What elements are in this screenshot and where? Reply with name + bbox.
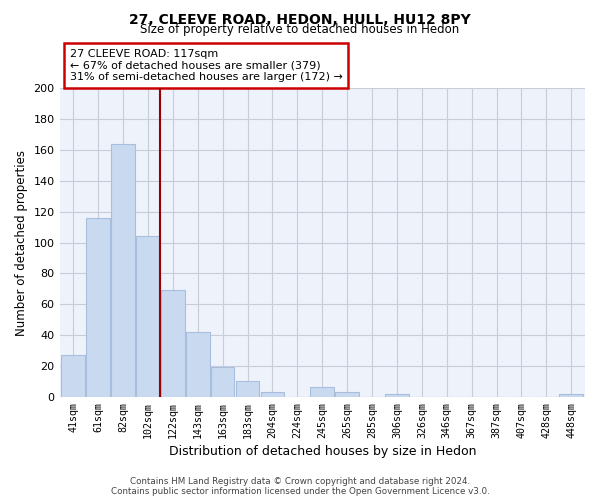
- Y-axis label: Number of detached properties: Number of detached properties: [15, 150, 28, 336]
- Bar: [111, 144, 135, 397]
- Text: 27, CLEEVE ROAD, HEDON, HULL, HU12 8PY: 27, CLEEVE ROAD, HEDON, HULL, HU12 8PY: [129, 12, 471, 26]
- Bar: [61, 355, 85, 397]
- Text: Size of property relative to detached houses in Hedon: Size of property relative to detached ho…: [140, 24, 460, 36]
- Bar: [559, 394, 583, 396]
- Bar: [385, 394, 409, 396]
- Bar: [211, 368, 235, 396]
- Bar: [260, 392, 284, 396]
- Bar: [310, 388, 334, 396]
- Bar: [136, 236, 160, 396]
- X-axis label: Distribution of detached houses by size in Hedon: Distribution of detached houses by size …: [169, 444, 476, 458]
- Bar: [161, 290, 185, 397]
- Text: Contains HM Land Registry data © Crown copyright and database right 2024.
Contai: Contains HM Land Registry data © Crown c…: [110, 476, 490, 496]
- Bar: [335, 392, 359, 396]
- Text: 27 CLEEVE ROAD: 117sqm
← 67% of detached houses are smaller (379)
31% of semi-de: 27 CLEEVE ROAD: 117sqm ← 67% of detached…: [70, 49, 343, 82]
- Bar: [236, 382, 259, 396]
- Bar: [86, 218, 110, 396]
- Bar: [186, 332, 209, 396]
